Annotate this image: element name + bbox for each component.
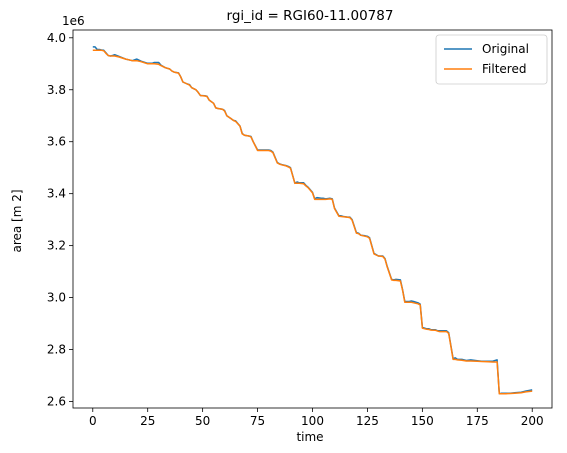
y-tick-label: 4.0 [47, 31, 66, 45]
series-line-original [92, 46, 533, 395]
y-tick-label: 3.6 [47, 135, 66, 149]
x-tick-label: 25 [140, 414, 155, 428]
x-tick-label: 100 [301, 414, 324, 428]
legend-label: Filtered [482, 62, 526, 76]
y-tick-label: 3.2 [47, 239, 66, 253]
y-axis-ticks: 2.6 2.8 3.0 3.2 3.4 3.6 3.8 4.0 [47, 31, 73, 409]
series-line-filtered [92, 49, 533, 395]
x-axis-label: time [296, 430, 323, 444]
x-tick-label: 0 [89, 414, 97, 428]
x-tick-label: 150 [411, 414, 434, 428]
y-tick-label: 3.8 [47, 83, 66, 97]
x-tick-label: 200 [521, 414, 544, 428]
plot-frame [72, 29, 553, 409]
x-tick-label: 75 [250, 414, 265, 428]
legend-label: Original [482, 42, 529, 56]
x-axis-ticks: 0 25 50 75 100 125 150 175 200 [89, 408, 544, 428]
x-tick-label: 125 [356, 414, 379, 428]
y-axis-label: area [m 2] [10, 189, 24, 252]
plot-area: 0 25 50 75 100 125 150 175 200 2.6 2.8 3.0 3.2 3.4 3.… [47, 29, 553, 428]
series-layer [92, 46, 533, 395]
y-tick-label: 3.4 [47, 187, 66, 201]
chart-title: rgi_id = RGI60-11.00787 [227, 8, 394, 24]
x-tick-label: 50 [195, 414, 210, 428]
legend-box [435, 34, 548, 85]
legend: Original Filtered [435, 34, 548, 85]
y-tick-label: 2.8 [47, 343, 66, 357]
y-tick-label: 3.0 [47, 291, 66, 305]
y-axis-offset-label: 1e6 [62, 14, 85, 28]
x-tick-label: 175 [466, 414, 489, 428]
y-tick-label: 2.6 [47, 395, 66, 409]
